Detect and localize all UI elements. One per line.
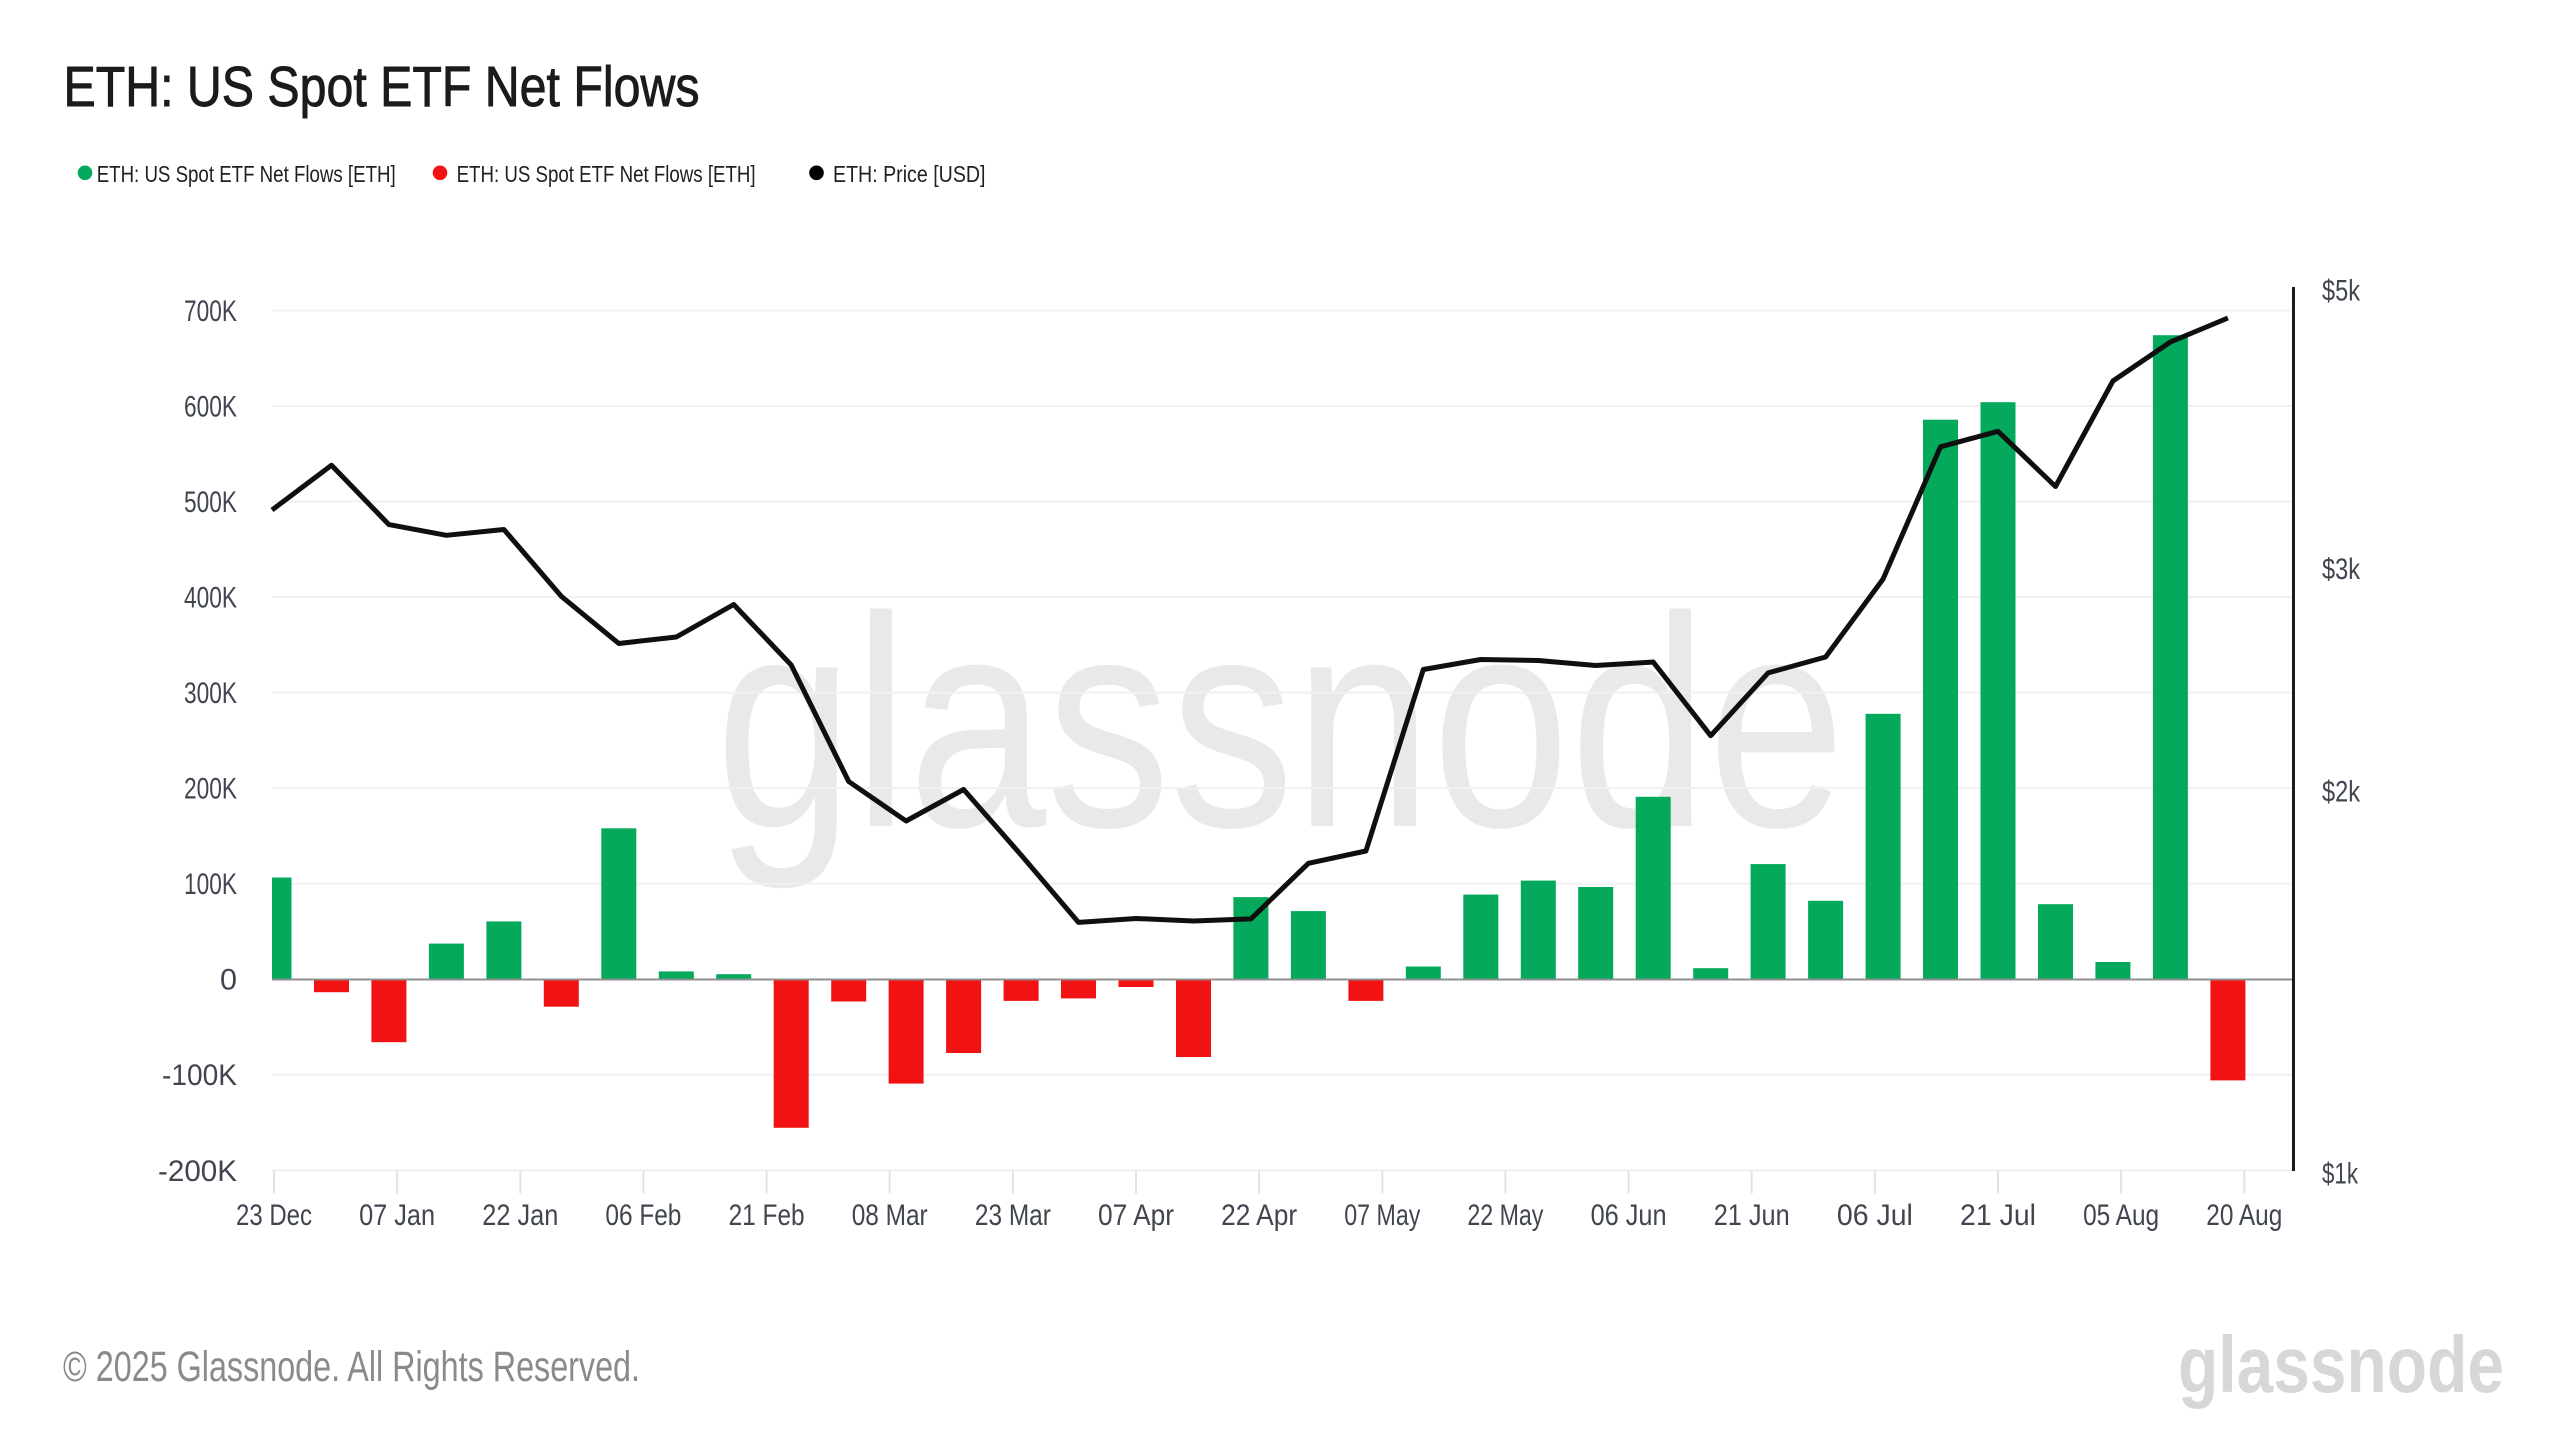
svg-text:0: 0 [220, 964, 237, 997]
svg-text:$5k: $5k [2322, 275, 2361, 308]
svg-text:$3k: $3k [2322, 553, 2361, 586]
svg-text:07 Apr: 07 Apr [1098, 1199, 1174, 1232]
svg-text:$1k: $1k [2322, 1157, 2359, 1190]
svg-text:07 Jan: 07 Jan [359, 1199, 435, 1232]
svg-text:22 Jan: 22 Jan [482, 1199, 558, 1232]
svg-text:100K: 100K [184, 868, 237, 901]
svg-text:22 Apr: 22 Apr [1221, 1199, 1297, 1232]
svg-text:22 May: 22 May [1467, 1199, 1543, 1232]
svg-text:06 Jul: 06 Jul [1837, 1199, 1913, 1232]
svg-text:23 Dec: 23 Dec [236, 1199, 312, 1232]
svg-text:© 2025 Glassnode. All Rights R: © 2025 Glassnode. All Rights Reserved. [63, 1343, 640, 1391]
svg-text:07 May: 07 May [1344, 1199, 1420, 1232]
svg-text:500K: 500K [184, 486, 237, 519]
svg-text:400K: 400K [184, 582, 237, 615]
svg-text:23 Mar: 23 Mar [975, 1199, 1051, 1232]
svg-text:-100K: -100K [162, 1059, 237, 1092]
svg-text:ETH: US Spot ETF Net Flows [ET: ETH: US Spot ETF Net Flows [ETH] [97, 161, 396, 187]
svg-text:ETH: Price [USD]: ETH: Price [USD] [833, 161, 986, 187]
svg-text:300K: 300K [184, 677, 237, 710]
svg-text:glassnode: glassnode [716, 554, 1846, 892]
svg-text:21 Feb: 21 Feb [729, 1199, 805, 1232]
svg-text:-200K: -200K [158, 1155, 237, 1188]
svg-text:200K: 200K [184, 773, 237, 806]
svg-text:glassnode: glassnode [2178, 1320, 2504, 1409]
svg-text:21 Jul: 21 Jul [1960, 1199, 2036, 1232]
svg-text:05 Aug: 05 Aug [2083, 1199, 2159, 1232]
svg-text:08 Mar: 08 Mar [852, 1199, 928, 1232]
svg-text:ETH: US Spot ETF Net Flows [ET: ETH: US Spot ETF Net Flows [ETH] [457, 161, 756, 187]
svg-text:21 Jun: 21 Jun [1714, 1199, 1790, 1232]
svg-text:ETH: US Spot ETF Net Flows: ETH: US Spot ETF Net Flows [64, 55, 700, 119]
svg-text:600K: 600K [184, 391, 237, 424]
svg-text:$2k: $2k [2322, 776, 2361, 809]
svg-text:06 Feb: 06 Feb [605, 1199, 681, 1232]
svg-text:20 Aug: 20 Aug [2206, 1199, 2282, 1232]
svg-text:700K: 700K [184, 295, 237, 328]
svg-text:06 Jun: 06 Jun [1591, 1199, 1667, 1232]
